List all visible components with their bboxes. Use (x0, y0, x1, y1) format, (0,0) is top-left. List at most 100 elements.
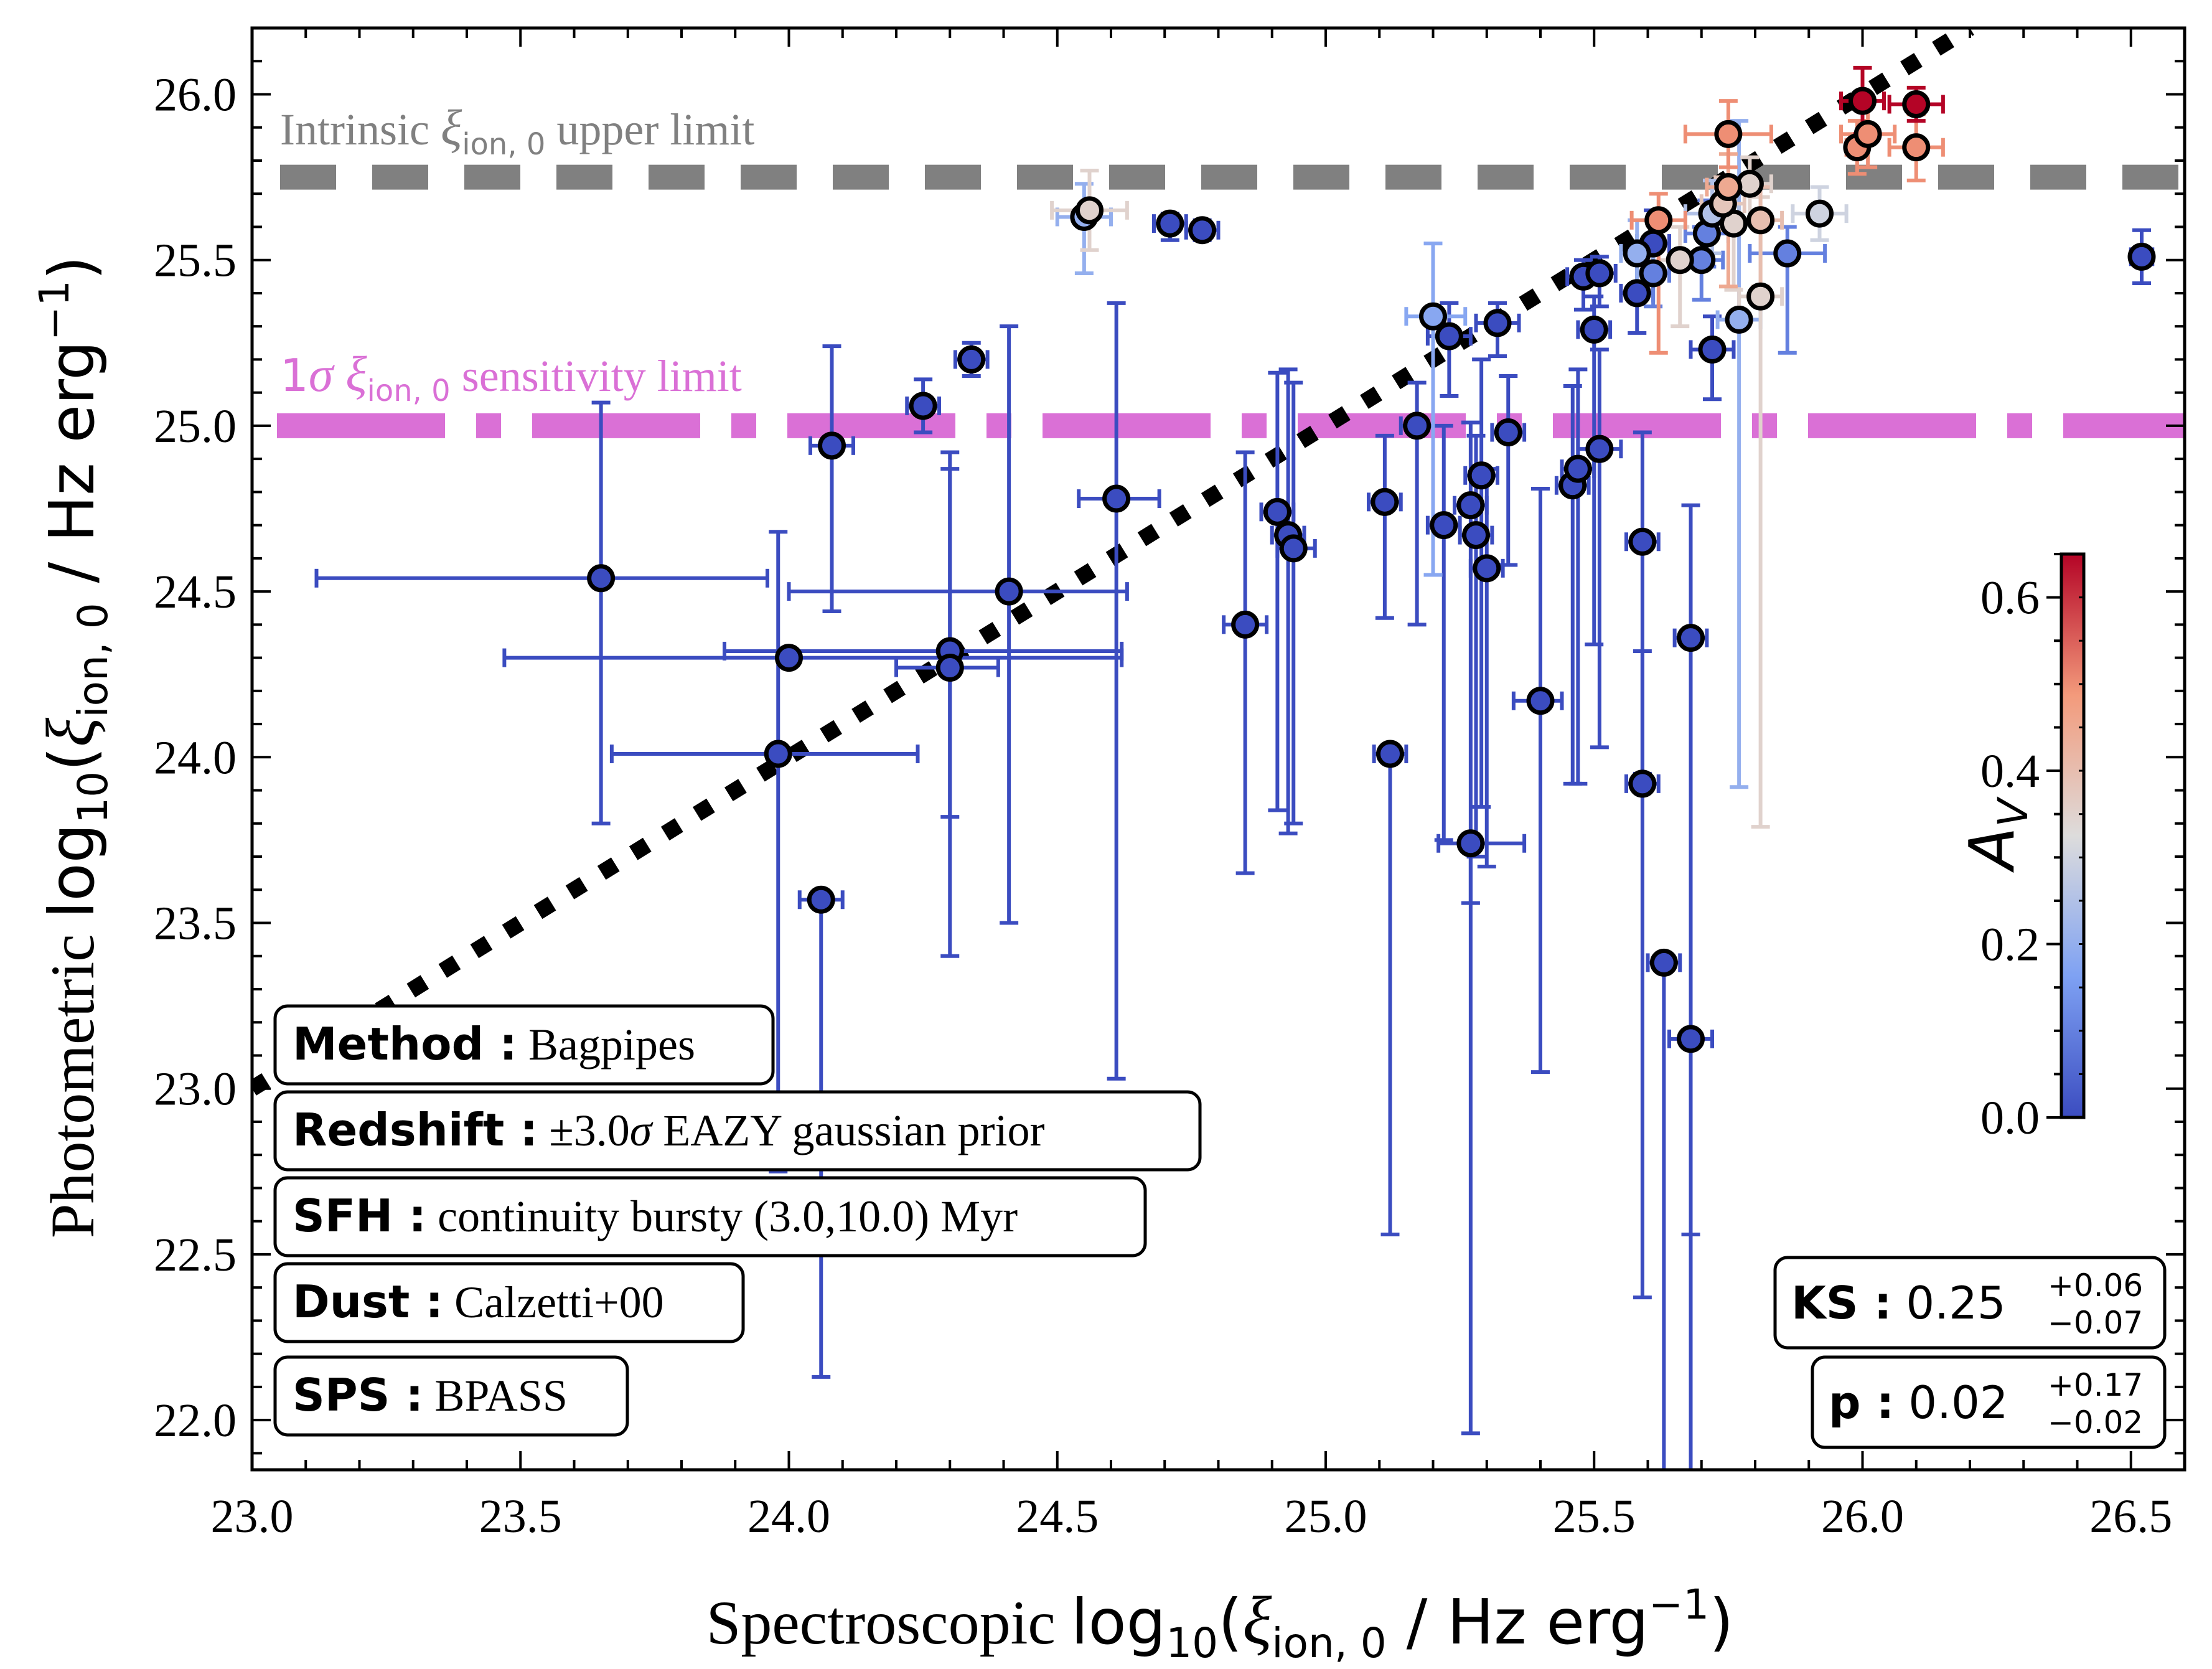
data-point (995, 577, 1023, 606)
colorbar-tick-label: 0.6 (1980, 572, 2040, 624)
colorbar-label: AV (1956, 796, 2037, 873)
errorbar (1554, 384, 1591, 786)
colorbar-ticks: 0.0 0.2 0.4 0.6 (1980, 553, 2084, 1144)
errorbar (1646, 953, 1682, 1470)
stats-p-value: 0.02 (1908, 1376, 2008, 1429)
data-point (1902, 133, 1931, 162)
data-point (1623, 239, 1651, 268)
errorbar (1791, 185, 1849, 242)
colorbar-gradient (2060, 552, 2086, 1119)
intrinsic-upper-limit-label: Intrinsic ξion, 0 upper limit (280, 101, 754, 162)
stats-p-sub: −0.02 (2048, 1404, 2143, 1441)
data-point (1585, 435, 1614, 463)
x-tick-label: 23.5 (479, 1490, 562, 1543)
y-tick-label: 22.5 (154, 1229, 237, 1281)
data-point (1806, 199, 1834, 228)
data-point (1188, 216, 1217, 245)
data-point (1849, 87, 1877, 115)
svg-text:SFH : continuity bursty (3.0,1: SFH : continuity bursty (3.0,10.0) Myr (293, 1190, 1018, 1242)
data-point (1462, 521, 1490, 550)
errorbar (1667, 1029, 1714, 1470)
errorbar (1683, 99, 1773, 169)
info-box-dust: Dust : Calzetti+00 (273, 1262, 745, 1343)
errorbar (787, 324, 1129, 925)
x-axis-label: Spectroscopic log10(ξion, 0 / Hz erg−1) (706, 1581, 1733, 1667)
x-tick-label: 23.0 (211, 1490, 294, 1543)
data-point (1639, 259, 1667, 288)
errorbar (723, 450, 1124, 958)
data-point (1563, 454, 1592, 483)
data-point (1467, 461, 1496, 490)
y-tick-label: 25.0 (154, 400, 237, 453)
data-point (1714, 120, 1743, 148)
data-point (1263, 497, 1291, 526)
info-box-sfh-value: continuity bursty (3.0,10.0) Myr (438, 1192, 1018, 1241)
errorbar (1576, 347, 1623, 750)
stats-box-p: p : 0.02 +0.17 −0.02 (1811, 1355, 2167, 1449)
data-point (1494, 418, 1522, 447)
stats-ks-value: 0.25 (1906, 1277, 2005, 1329)
data-point (1102, 484, 1131, 513)
y-axis-label: Photometric log10(ξion, 0 / Hz erg−1) (30, 256, 117, 1238)
errorbar (808, 344, 855, 614)
errorbar (314, 400, 769, 825)
points-layer (587, 87, 2156, 1053)
data-point (1628, 769, 1657, 798)
stats-ks-key: KS : (1791, 1277, 1892, 1329)
info-box-sfh-key: SFH : (293, 1190, 426, 1242)
info-box-redshift: Redshift : ±3.0σ EAZY gaussian prior (273, 1090, 1202, 1172)
data-point (818, 431, 846, 460)
data-point (1698, 335, 1727, 364)
stats-box-ks: KS : 0.25 +0.06 −0.07 (1773, 1256, 2167, 1350)
x-tick-labels: 23.0 23.5 24.0 24.5 25.0 25.5 26.0 26.5 (211, 1490, 2173, 1543)
data-point (1746, 282, 1775, 311)
data-point (1473, 554, 1501, 583)
data-point (1456, 829, 1485, 858)
data-point (764, 740, 792, 768)
errorbar (1275, 380, 1317, 825)
stats-p-key: p : (1829, 1376, 1894, 1429)
data-point (1628, 527, 1657, 556)
data-point (1483, 309, 1512, 337)
axis-ticks (251, 27, 2186, 1470)
errorbar (1511, 487, 1564, 1074)
stats-ks-sub: −0.07 (2048, 1305, 2143, 1341)
data-point (775, 644, 803, 672)
y-tick-label: 26.0 (154, 68, 237, 121)
y-tick-label: 23.0 (154, 1063, 237, 1116)
svg-text:KS : 0.25: KS : 0.25 (1791, 1277, 2006, 1329)
data-point (1435, 322, 1463, 350)
info-box-redshift-key: Redshift : (293, 1104, 538, 1156)
colorbar-tick-label: 0.0 (1980, 1092, 2040, 1144)
y-tick-label: 22.0 (154, 1394, 237, 1447)
svg-text:Redshift : ±3.0σ EAZY gaussian: Redshift : ±3.0σ EAZY gaussian prior (293, 1104, 1044, 1156)
data-point (1585, 259, 1614, 288)
data-point (1419, 302, 1447, 331)
info-box-dust-value: Calzetti+00 (454, 1277, 664, 1327)
stats-ks-sup: +0.06 (2048, 1267, 2143, 1304)
sensitivity-limit-label: 1σ ξion, 0 sensitivity limit (280, 347, 742, 408)
colorbar: 0.0 0.2 0.4 0.6 AV (1956, 552, 2086, 1144)
svg-text:SPS : BPASS: SPS : BPASS (293, 1369, 568, 1421)
errorbar (1436, 834, 1527, 1436)
data-point (1773, 239, 1802, 268)
data-point (2127, 242, 2156, 271)
data-point (1076, 196, 1104, 225)
x-tick-label: 26.0 (1821, 1490, 1904, 1543)
data-point (1156, 209, 1184, 238)
info-box-sps-value: BPASS (434, 1371, 568, 1421)
data-point (1746, 206, 1775, 235)
data-point (909, 392, 937, 420)
error-bars-layer (314, 65, 2155, 1470)
data-point (1649, 948, 1678, 977)
errorbar (1624, 649, 1661, 1300)
errorbar (1367, 433, 1403, 620)
data-point (1902, 90, 1931, 118)
data-point (1666, 246, 1694, 275)
data-point (1371, 487, 1399, 516)
x-tick-label: 25.5 (1553, 1490, 1636, 1543)
data-point (1677, 624, 1705, 652)
data-point (957, 345, 986, 374)
data-point (587, 564, 616, 593)
